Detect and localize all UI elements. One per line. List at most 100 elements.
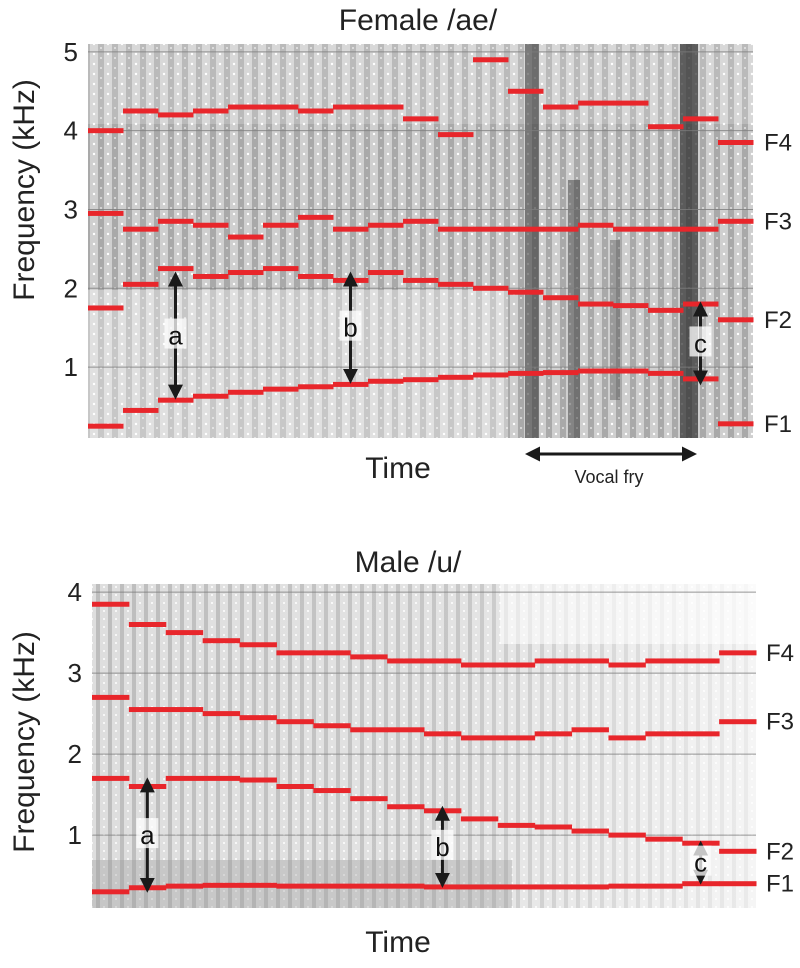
female-f3-track-segment	[193, 222, 229, 228]
male-f3-track-segment	[571, 727, 609, 733]
female-f4-track-segment	[438, 132, 474, 138]
female-f3-track-segment	[718, 218, 754, 224]
female-f1-track-segment	[543, 370, 579, 376]
male-chart-title: Male /u/	[355, 546, 462, 579]
female-f4-track-segment	[368, 104, 404, 110]
male-f2-track-segment	[645, 836, 683, 842]
female-f3-track-segment	[613, 226, 649, 232]
female-f1-track-segment	[368, 378, 404, 384]
female-arrow-label-c: c	[694, 328, 707, 358]
male-f3-track-segment	[165, 707, 204, 713]
male-f4-track-segment	[719, 650, 757, 656]
female-arrow-label-bg	[339, 310, 362, 341]
male-f3-track-segment	[460, 735, 499, 741]
female-f2-track-segment	[648, 307, 684, 313]
male-f3-track-segment	[608, 735, 646, 741]
female-f4-track-segment	[123, 108, 159, 114]
female-f3-track-segment	[88, 210, 124, 216]
male-f4-track-segment	[645, 658, 683, 664]
male-f3-track-segment	[645, 731, 683, 737]
male-f2-track-segment	[719, 848, 757, 854]
female-f2-track-segment	[228, 270, 264, 276]
male-f1-track-segment	[387, 883, 425, 889]
male-y-tick-2: 2	[68, 739, 82, 769]
male-f1-track-segment	[534, 884, 573, 890]
female-f3-track-segment	[648, 226, 684, 232]
female-f2-track-segment	[473, 285, 509, 291]
female-f2-track-segment	[123, 281, 159, 287]
female-f1-track-segment	[88, 423, 124, 429]
male-y-ticks: 1 2 3 4	[68, 577, 82, 850]
male-f2-track-segment	[534, 824, 573, 830]
male-f3-track-segment	[350, 727, 388, 733]
male-f3-track-segment	[682, 731, 720, 737]
male-f1-track-segment	[608, 883, 646, 889]
male-f1-track-segment	[92, 889, 130, 895]
female-f1-track-segment	[333, 381, 369, 387]
male-f2-track-segment	[313, 788, 351, 794]
male-y-tick-3: 3	[68, 658, 82, 688]
female-f4-track-segment	[158, 112, 194, 118]
female-f2-track-segment	[263, 266, 299, 272]
male-f2-track-segment	[239, 777, 277, 783]
male-y-axis-label: Frequency (kHz)	[8, 631, 41, 853]
male-f3-track-segment	[313, 723, 351, 729]
male-y-tick-4: 4	[68, 577, 82, 607]
female-f2-track-segment	[578, 301, 614, 307]
male-f1-track-segment	[460, 884, 499, 890]
female-formant-label-f1: F1	[764, 411, 792, 438]
female-f3-track-segment	[543, 226, 579, 232]
male-formant-labels: F4 F3 F2 F1	[766, 640, 794, 898]
male-f1-track-segment	[165, 883, 204, 889]
female-f3-track-segment	[263, 222, 299, 228]
male-f2-track-segment	[165, 775, 204, 781]
male-f2-track-segment	[387, 804, 425, 810]
male-arrow-label-b: b	[435, 832, 449, 862]
female-f4-track-segment	[508, 88, 544, 94]
female-x-axis-label: Time	[365, 452, 431, 485]
male-formant-label-f2: F2	[766, 838, 794, 865]
female-f1-track-segment	[578, 368, 614, 374]
male-y-tick-1: 1	[68, 820, 82, 850]
female-spectrogram-panel: Female /ae/ 1 2 3 4 5 Frequency (kHz) F4…	[8, 4, 792, 487]
female-f4-track-segment	[683, 116, 719, 122]
female-f1-track-segment	[438, 374, 474, 380]
female-f1-track-segment	[158, 397, 194, 403]
female-f4-track-segment	[88, 128, 124, 134]
male-f3-track-segment	[239, 715, 277, 721]
male-f4-track-segment	[497, 662, 536, 668]
female-f1-track-segment	[228, 389, 264, 395]
vocal-fry-label: Vocal fry	[574, 467, 643, 487]
male-f4-track-segment	[424, 658, 462, 664]
female-f1-track-segment	[263, 386, 299, 392]
female-measurement-arrows: a b c	[164, 271, 712, 400]
male-f1-track-segment	[313, 883, 351, 889]
female-f1-track-segment	[473, 372, 509, 378]
female-arrow-label-bg	[689, 326, 712, 357]
male-f4-track-segment	[608, 662, 646, 668]
female-f1-track-segment	[613, 368, 649, 374]
male-arrow-label-c: c	[694, 848, 707, 878]
female-f3-track-segment	[228, 234, 264, 240]
male-f1-track-segment	[350, 883, 388, 889]
female-arrow-label-b: b	[343, 313, 357, 343]
male-f4-track-segment	[239, 642, 277, 648]
male-f1-track-segment	[497, 884, 536, 890]
male-f4-track-segment	[682, 658, 720, 664]
female-y-tick-1: 1	[64, 352, 78, 382]
male-f4-track-segment	[165, 630, 204, 636]
female-f2-track-segment	[718, 317, 754, 323]
female-f2-track-segment	[508, 289, 544, 295]
female-f4-track-segment	[543, 104, 579, 110]
female-f3-track-segment	[403, 218, 439, 224]
female-formant-labels: F4 F3 F2 F1	[764, 130, 792, 438]
female-f3-track-segment	[473, 226, 509, 232]
female-f2-track-segment	[438, 281, 474, 287]
male-f4-track-segment	[92, 601, 130, 607]
female-formant-label-f3: F3	[764, 208, 792, 235]
male-f1-track-segment	[239, 882, 277, 888]
female-y-axis-label: Frequency (kHz)	[8, 79, 41, 301]
female-f1-track-segment	[298, 384, 334, 390]
male-formant-label-f3: F3	[766, 709, 794, 736]
